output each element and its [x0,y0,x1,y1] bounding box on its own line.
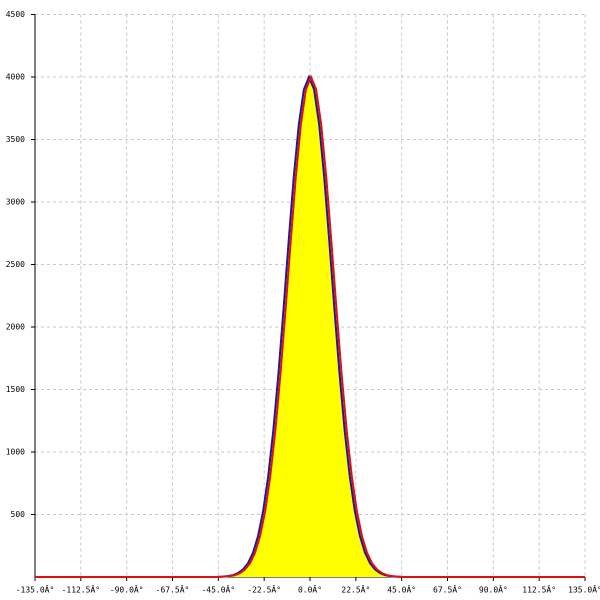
x-tick-label: -135.0Â° [16,584,55,595]
x-tick-label: 135.0Â° [568,584,600,595]
x-tick-label: -22.5Â° [247,584,281,595]
line [35,74,585,578]
line [207,74,411,578]
x-tick-label: 45.0Â° [387,584,416,595]
y-tick-label: 3500 [6,135,25,144]
x-tick-label: 67.5Â° [433,584,462,595]
x-tick-label: 112.5Â° [522,584,556,595]
y-tick-label: 3000 [6,198,25,207]
x-tick-label: -90.0Â° [110,584,144,595]
x-tick-label: 22.5Â° [341,584,370,595]
x-tick-label: -45.0Â° [201,584,235,595]
y-tick-label: 1000 [6,448,25,457]
y-tick-label: 2500 [6,260,25,269]
y-tick-label: 1500 [6,385,25,394]
x-tick-label: 90.0Â° [479,584,508,595]
y-tick-label: 4500 [6,10,25,19]
y-tick-label: 4000 [6,73,25,82]
y-tick-label: 2000 [6,323,25,332]
y-tick-label: 500 [11,510,26,519]
x-tick-label: 0.0Â° [298,584,322,595]
area [208,77,412,577]
x-tick-label: -67.5Â° [156,584,190,595]
x-tick-label: -112.5Â° [62,584,101,595]
